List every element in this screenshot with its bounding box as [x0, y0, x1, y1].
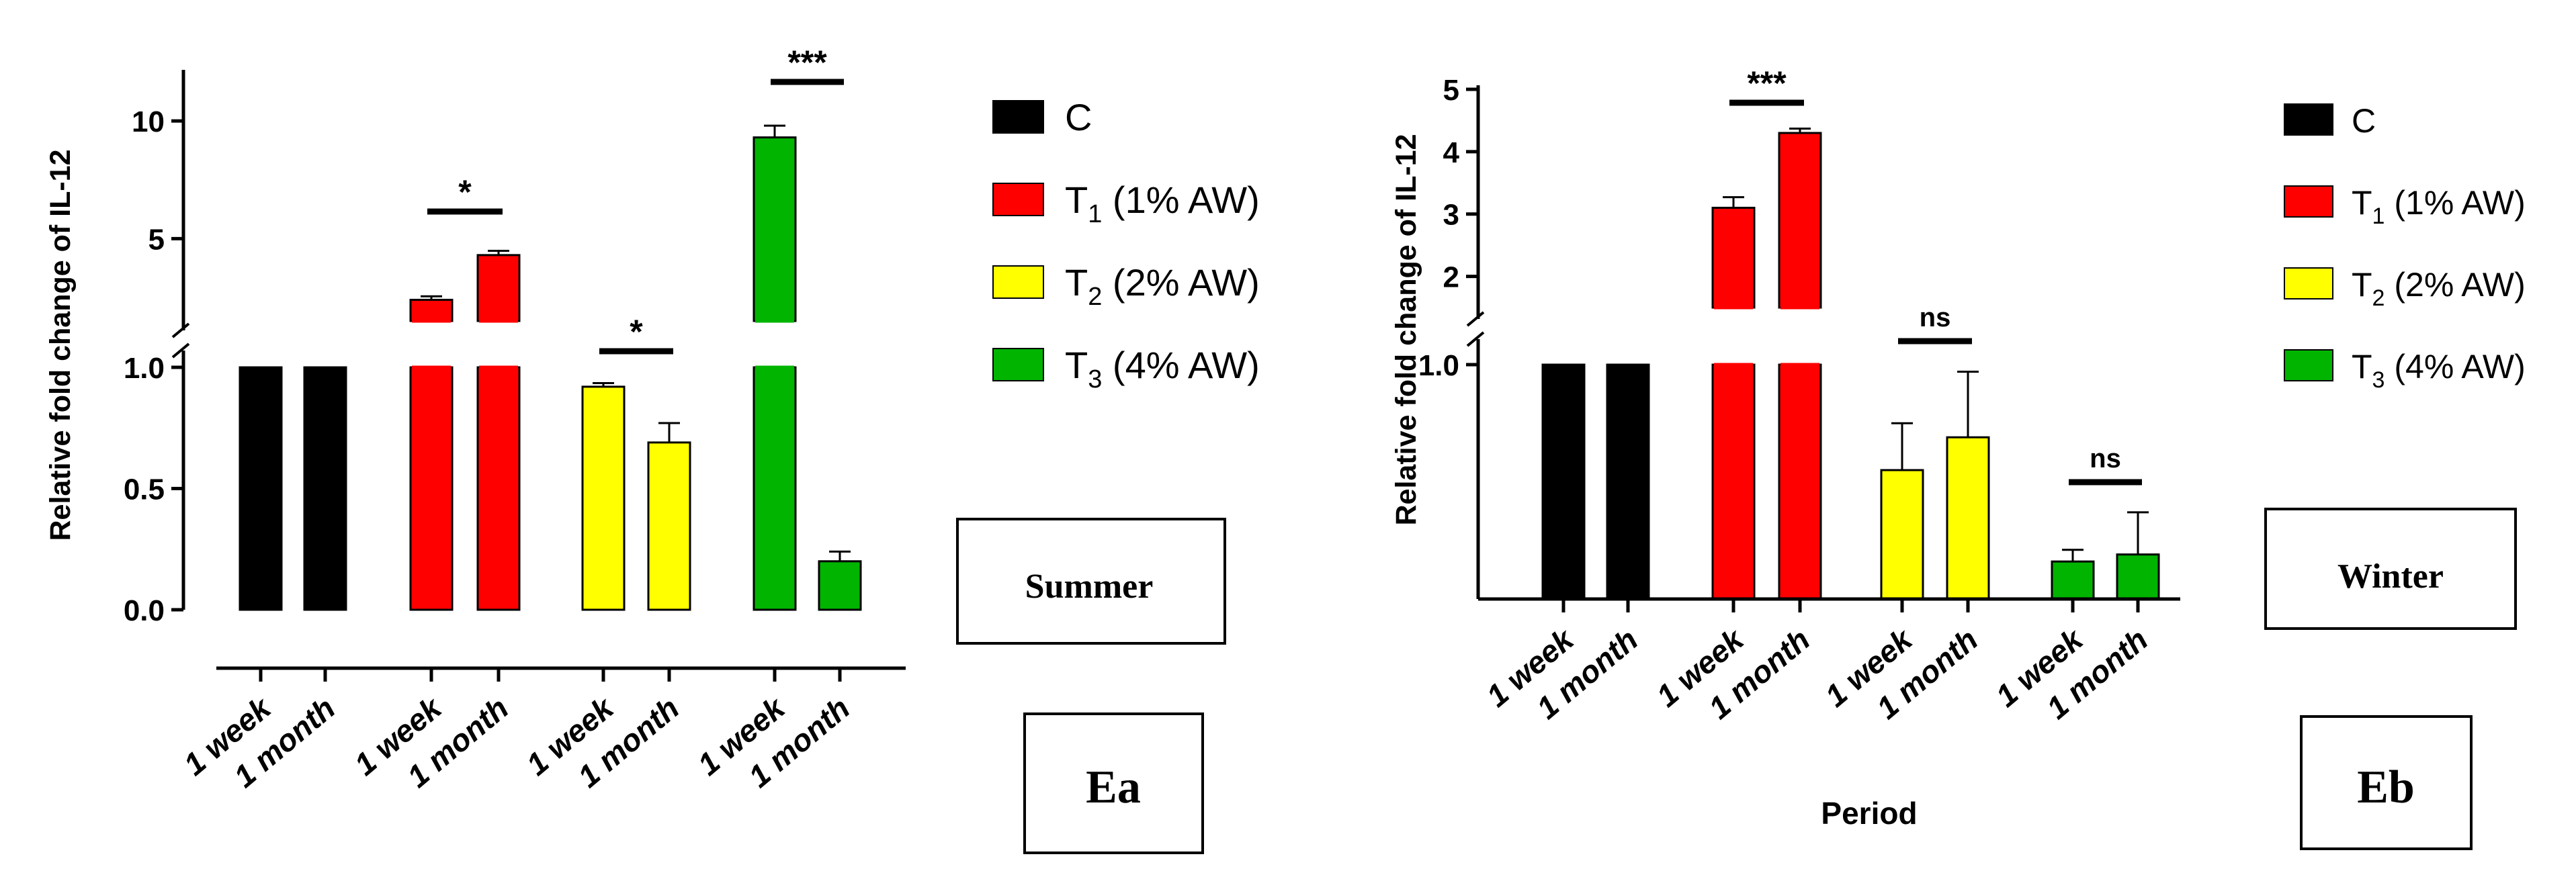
legend: CT1 (1% AW)T2 (2% AW)T3 (4% AW) [992, 96, 1260, 394]
panel-label: Eb [2357, 762, 2415, 813]
legend-label-main: T [1065, 261, 1088, 304]
legend-label-rest: (2% AW) [2385, 266, 2525, 304]
bar [303, 366, 347, 611]
y-tick-label: 1.0 [124, 352, 165, 385]
legend-label: C [2352, 102, 2376, 140]
legend-label-subscript: 2 [1088, 283, 1102, 311]
legend-label-rest: (4% AW) [1102, 344, 1259, 386]
y-tick-label: 4 [1443, 136, 1460, 169]
legend-label-main: T [1065, 179, 1088, 221]
significance-label: *** [787, 44, 827, 81]
bar [1946, 436, 1990, 600]
legend-label-rest: (4% AW) [2385, 348, 2525, 385]
legend-label-subscript: 1 [2372, 203, 2385, 229]
axis-break-mark [1466, 331, 1485, 347]
bar-upper-segment [753, 136, 797, 322]
legend-label: T3 (4% AW) [2352, 348, 2526, 393]
legend-label: T1 (1% AW) [1065, 179, 1260, 228]
y-tick-label: 5 [1443, 74, 1459, 107]
bar-upper-segment [409, 298, 454, 322]
season-label: Summer [1025, 567, 1154, 606]
bar-lower-segment [1711, 363, 1756, 600]
bar [1880, 469, 1924, 600]
bar-upper-segment [1778, 132, 1822, 309]
panel-label-box [1023, 712, 1204, 854]
legend-label: T2 (2% AW) [1065, 261, 1260, 311]
legend-swatch [2284, 185, 2333, 218]
legend-swatch [992, 348, 1044, 381]
legend-label-main: C [1065, 96, 1092, 138]
y-tick-label: 2 [1443, 261, 1459, 294]
x-axis-label: Period [1821, 796, 1917, 831]
legend-label-main: T [1065, 344, 1088, 386]
legend-swatch [2284, 267, 2333, 300]
legend-label-subscript: 3 [1088, 365, 1102, 394]
bar-lower-segment [476, 366, 521, 611]
bar-lower-segment [753, 366, 797, 611]
legend-label-main: T [2352, 348, 2372, 385]
season-label: Winter [2337, 557, 2444, 596]
bar [2116, 553, 2160, 600]
bar [239, 366, 283, 611]
bar-lower-segment [1778, 363, 1822, 600]
bar [2051, 560, 2095, 600]
legend-label-rest: (1% AW) [1102, 179, 1259, 221]
panel-label-box [2300, 715, 2473, 850]
bar [1606, 363, 1650, 600]
legend-swatch [2284, 103, 2333, 136]
axis-break-mark [1466, 311, 1485, 327]
y-tick-label: 10 [132, 105, 165, 138]
season-box [956, 518, 1226, 645]
y-tick-label: 0.0 [124, 594, 165, 627]
bar-upper-segment [1711, 206, 1756, 309]
bar [647, 441, 691, 611]
significance-label: ns [2090, 444, 2121, 473]
legend-label-main: C [2352, 102, 2376, 140]
legend-label-subscript: 3 [2372, 367, 2385, 393]
legend-swatch [992, 100, 1044, 134]
legend-swatch [992, 183, 1044, 216]
legend-swatch [2284, 349, 2333, 381]
legend-label-subscript: 2 [2372, 285, 2385, 311]
bar-lower-segment [409, 366, 454, 611]
legend-label-main: T [2352, 184, 2372, 222]
legend: CT1 (1% AW)T2 (2% AW)T3 (4% AW) [2284, 102, 2526, 393]
axis-break-mark [171, 322, 190, 338]
legend-label: T1 (1% AW) [2352, 184, 2526, 229]
bar [581, 385, 626, 611]
legend-label-subscript: 1 [1088, 200, 1102, 228]
y-axis-label: Relative fold change of IL-12 [44, 150, 77, 541]
legend-label: T3 (4% AW) [1065, 344, 1260, 394]
y-tick-label: 3 [1443, 199, 1459, 232]
y-axis-label: Relative fold change of IL-12 [1390, 134, 1422, 526]
y-tick-label: 0.5 [124, 473, 165, 506]
panel-label: Ea [1086, 762, 1141, 813]
legend-label-rest: (2% AW) [1102, 261, 1259, 304]
legend-label-main: T [2352, 266, 2372, 304]
significance-label: ns [1920, 303, 1951, 332]
y-tick-label: 5 [148, 223, 165, 256]
legend-label-rest: (1% AW) [2385, 184, 2525, 222]
legend-swatch [992, 265, 1044, 299]
significance-label: *** [1747, 64, 1787, 102]
y-tick-label: 1.0 [1418, 349, 1459, 382]
significance-label: * [630, 313, 643, 351]
axis-break-mark [171, 342, 190, 359]
bar [1541, 363, 1586, 600]
season-box [2264, 508, 2517, 630]
bar-upper-segment [476, 254, 521, 322]
bar [818, 560, 862, 611]
significance-label: * [458, 173, 472, 211]
legend-label: T2 (2% AW) [2352, 266, 2526, 311]
legend-label: C [1065, 96, 1092, 138]
